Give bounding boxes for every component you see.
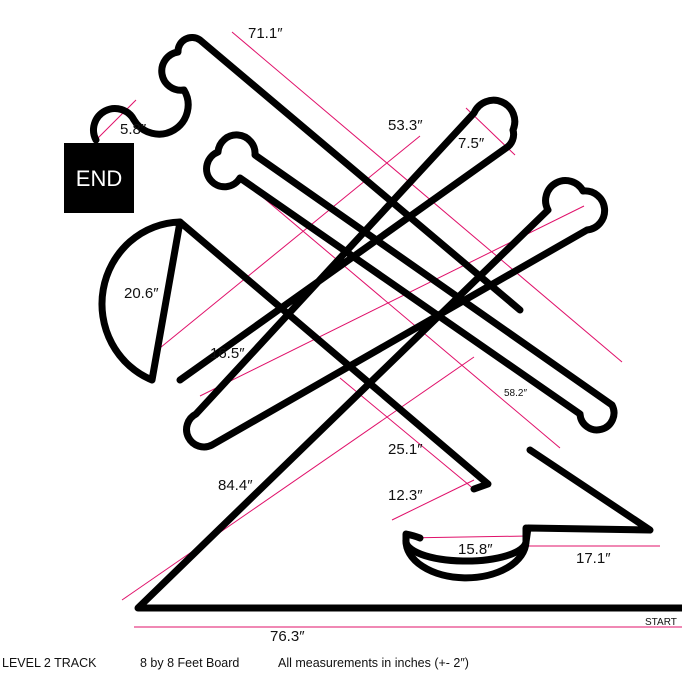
guide-small-loop <box>95 99 137 141</box>
track-top-wiggle <box>90 34 524 314</box>
label-long-diag: 53.3″ <box>388 117 423 134</box>
track-semicircle <box>98 218 184 384</box>
label-right-diag: 58.2″ <box>504 388 527 399</box>
track-bottom-loop <box>402 524 530 582</box>
guide-center-down <box>339 377 476 491</box>
guide-lower-left <box>121 356 475 601</box>
label-lower-small: 12.3″ <box>388 487 423 504</box>
guide-lower-small <box>391 479 475 521</box>
end-label: END <box>76 166 122 191</box>
measurement-labels: 71.1″ 5.8″ 53.3″ 7.5″ 20.6″ 16.5″ 58.2″ … <box>120 25 677 645</box>
label-left-mid: 16.5″ <box>210 345 245 362</box>
end-box: END <box>64 143 134 213</box>
label-small-loop: 5.8″ <box>120 121 147 138</box>
label-lower-left: 84.4″ <box>218 477 253 494</box>
footer-board: 8 by 8 Feet Board <box>140 656 240 670</box>
track-bottom-straight <box>134 96 682 612</box>
guide-right-diag <box>239 177 561 449</box>
label-bottom-loop: 15.8″ <box>458 541 493 558</box>
track-center-diagonal <box>176 218 492 493</box>
label-bottom: 76.3″ <box>270 628 305 645</box>
label-semicircle: 20.6″ <box>124 285 159 302</box>
guide-top-diagonal <box>231 31 623 363</box>
guide-bottom-loop <box>403 535 529 539</box>
start-label: START <box>645 617 677 628</box>
label-center-down: 25.1″ <box>388 441 423 458</box>
track <box>90 34 682 612</box>
end-box-fill <box>64 143 134 213</box>
guide-long-diag <box>154 135 421 353</box>
footer-title: LEVEL 2 TRACK <box>2 656 97 670</box>
footer-note: All measurements in inches (+- 2″) <box>278 656 469 670</box>
label-top-diagonal: 71.1″ <box>248 25 283 42</box>
label-bottom-right: 17.1″ <box>576 550 611 567</box>
label-top-right-loop: 7.5″ <box>458 135 485 152</box>
track-right-loop <box>203 131 618 434</box>
